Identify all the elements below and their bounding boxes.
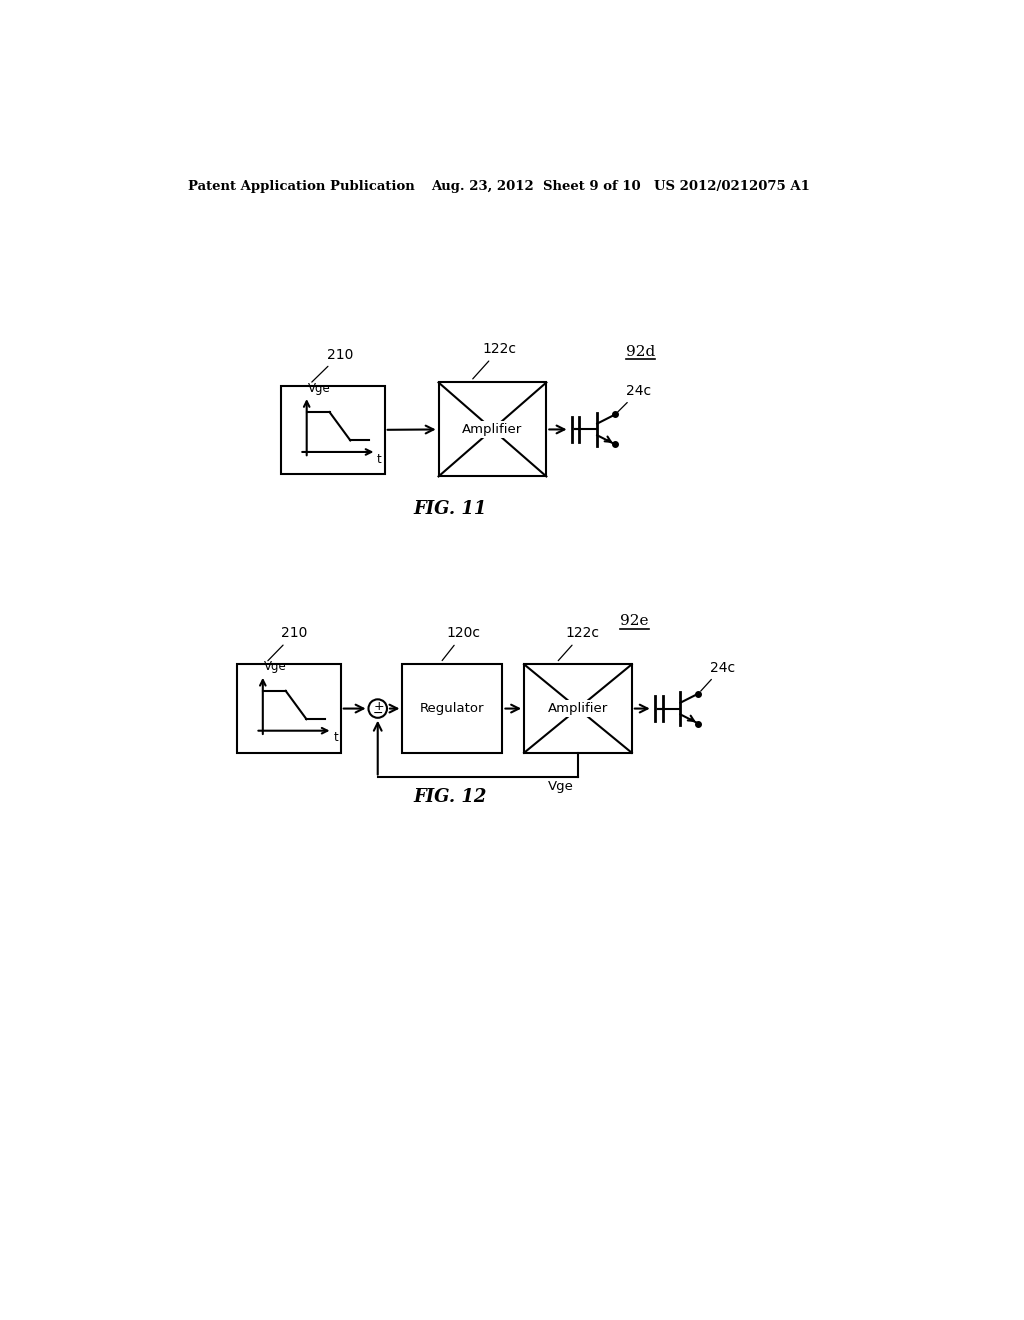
Text: 24c: 24c [617,384,651,412]
Text: t: t [333,731,338,744]
Text: 92d: 92d [626,345,655,359]
Text: 210: 210 [311,347,353,381]
Bar [524,664,632,752]
Text: Aug. 23, 2012  Sheet 9 of 10: Aug. 23, 2012 Sheet 9 of 10 [431,181,640,194]
Text: FIG. 12: FIG. 12 [414,788,486,807]
Text: Amplifier: Amplifier [462,422,522,436]
Text: t: t [377,453,382,466]
Text: Vge: Vge [548,780,574,793]
Text: US 2012/0212075 A1: US 2012/0212075 A1 [654,181,810,194]
Text: 92e: 92e [620,614,648,628]
Text: +: + [373,700,384,713]
Bar [402,664,503,752]
Text: Vge: Vge [264,660,287,673]
Bar [438,383,547,477]
Text: 122c: 122c [558,627,600,661]
Text: FIG. 11: FIG. 11 [414,500,486,517]
Bar [237,664,341,752]
Text: Patent Application Publication: Patent Application Publication [188,181,415,194]
Bar [281,385,385,474]
Text: Regulator: Regulator [420,702,484,715]
Text: Vge: Vge [308,381,331,395]
Text: −: − [373,706,383,719]
Text: Amplifier: Amplifier [548,702,608,715]
Text: 120c: 120c [442,627,480,660]
Text: 24c: 24c [700,660,735,692]
Text: 210: 210 [268,627,307,661]
Text: 122c: 122c [473,342,516,379]
